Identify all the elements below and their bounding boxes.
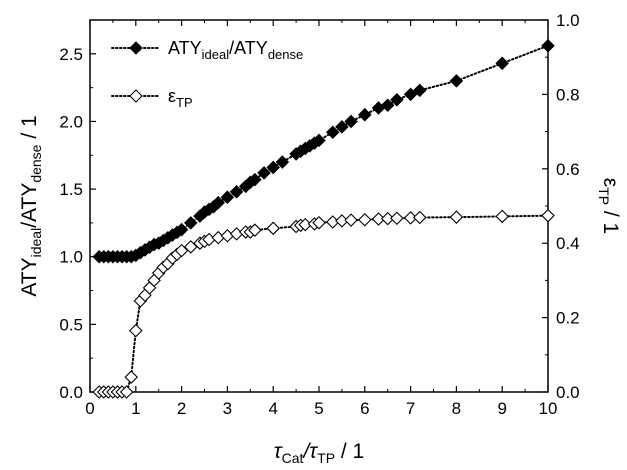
series-eps-point bbox=[124, 370, 138, 384]
series-aty-point bbox=[312, 133, 326, 148]
left-tick-label: 2.0 bbox=[59, 112, 83, 131]
series-aty-point bbox=[325, 125, 340, 140]
series-aty-point bbox=[449, 74, 464, 88]
x-tick-label: 5 bbox=[314, 399, 323, 418]
series-lines bbox=[98, 44, 549, 393]
legend-label-part: dense bbox=[268, 47, 303, 62]
series-eps-point bbox=[183, 240, 198, 254]
x-tick-label: 9 bbox=[497, 399, 506, 418]
series-aty-point bbox=[335, 120, 349, 134]
left-tick-label: 1.5 bbox=[59, 180, 83, 199]
x-tick-label: 10 bbox=[539, 399, 558, 418]
right-tick-label: 0.0 bbox=[556, 383, 580, 402]
series-aty-point bbox=[403, 87, 418, 102]
series-aty-point bbox=[211, 195, 226, 210]
x-tick-label: 0 bbox=[85, 399, 94, 418]
series-aty-point bbox=[248, 172, 262, 187]
series-eps-point bbox=[129, 323, 143, 338]
series-eps-point bbox=[412, 210, 427, 225]
x-tick-label: 2 bbox=[177, 399, 186, 418]
series-aty-point bbox=[380, 98, 395, 112]
x-axis-label: τCat/τTP / 1 bbox=[274, 440, 364, 466]
legend-label-part: TP bbox=[176, 95, 193, 110]
x-tick-label: 8 bbox=[452, 399, 461, 418]
legend-label-0: ATYideal/ATYdense bbox=[168, 38, 303, 62]
series-aty-point bbox=[541, 38, 555, 53]
series-eps-point bbox=[312, 215, 326, 230]
series-0-line bbox=[98, 44, 549, 258]
right-tick-label: 0.2 bbox=[556, 309, 580, 328]
series-aty-point bbox=[358, 107, 372, 122]
x-tick-label: 3 bbox=[223, 399, 232, 418]
series-aty-point bbox=[412, 83, 427, 98]
x-tick-label: 4 bbox=[268, 399, 277, 418]
x-tick-label: 7 bbox=[406, 399, 415, 418]
series-eps-point bbox=[266, 221, 280, 236]
series-eps-point bbox=[449, 210, 464, 224]
series-eps-point bbox=[390, 211, 404, 226]
series-aty-point bbox=[344, 114, 358, 129]
series-markers bbox=[92, 38, 555, 399]
series-eps-point bbox=[380, 211, 395, 226]
series-eps-point bbox=[541, 208, 555, 223]
series-eps-point bbox=[229, 227, 244, 241]
series-aty-point bbox=[183, 216, 198, 230]
series-eps-point bbox=[495, 209, 509, 224]
series-aty-point bbox=[495, 56, 509, 71]
right-tick-label: 0.6 bbox=[556, 160, 580, 179]
series-eps-point bbox=[174, 243, 189, 258]
right-y-axis-label: εTP / 1 bbox=[596, 178, 622, 234]
series-eps-point bbox=[211, 230, 226, 245]
left-tick-label: 0.0 bbox=[59, 383, 83, 402]
left-y-axis-ticks: 0.0 0.5 1.0 1.5 2.0 2.5 bbox=[59, 45, 96, 402]
left-y-axis-label: ATYideal/ATYdense / 1 bbox=[18, 115, 44, 296]
series-eps-point bbox=[403, 211, 418, 225]
right-tick-label: 0.4 bbox=[556, 234, 580, 253]
legend-marker-1 bbox=[129, 89, 143, 103]
series-aty-point bbox=[229, 185, 244, 199]
series-aty-point bbox=[257, 166, 271, 180]
series-eps-point bbox=[220, 228, 235, 243]
plot-area bbox=[89, 19, 549, 393]
left-tick-label: 0.5 bbox=[59, 315, 83, 334]
series-eps-point bbox=[344, 213, 358, 227]
series-aty-point bbox=[275, 155, 290, 169]
legend-label-part: ε bbox=[168, 86, 176, 106]
series-eps-point bbox=[248, 223, 262, 237]
x-tick-label: 1 bbox=[131, 399, 140, 418]
legend-label-1: εTP bbox=[168, 86, 193, 110]
right-tick-label: 0.8 bbox=[556, 85, 580, 104]
series-aty-point bbox=[174, 222, 189, 237]
legend-label-part: ideal bbox=[202, 47, 230, 62]
legend-marker-0 bbox=[129, 41, 143, 55]
left-tick-label: 2.5 bbox=[59, 45, 83, 64]
plot-frame bbox=[89, 19, 549, 393]
legend-label-part: ATY bbox=[168, 38, 202, 58]
legend-label-part: /ATY bbox=[229, 38, 268, 58]
series-aty-point bbox=[266, 160, 280, 175]
series-eps-point bbox=[358, 212, 372, 227]
legend: ATYideal/ATYdense εTP bbox=[111, 38, 303, 110]
x-axis-ticks: 0 1 2 3 4 5 6 7 8 9 10 bbox=[85, 20, 557, 418]
series-aty-point bbox=[220, 190, 235, 204]
left-tick-label: 1.0 bbox=[59, 248, 83, 267]
right-y-axis-ticks: 0.0 0.2 0.4 0.6 0.8 1.0 bbox=[542, 11, 580, 402]
series-eps-point bbox=[119, 385, 134, 399]
right-tick-label: 1.0 bbox=[556, 11, 580, 30]
series-aty-point bbox=[390, 93, 404, 107]
x-tick-label: 6 bbox=[360, 399, 369, 418]
series-eps-point bbox=[371, 212, 386, 226]
